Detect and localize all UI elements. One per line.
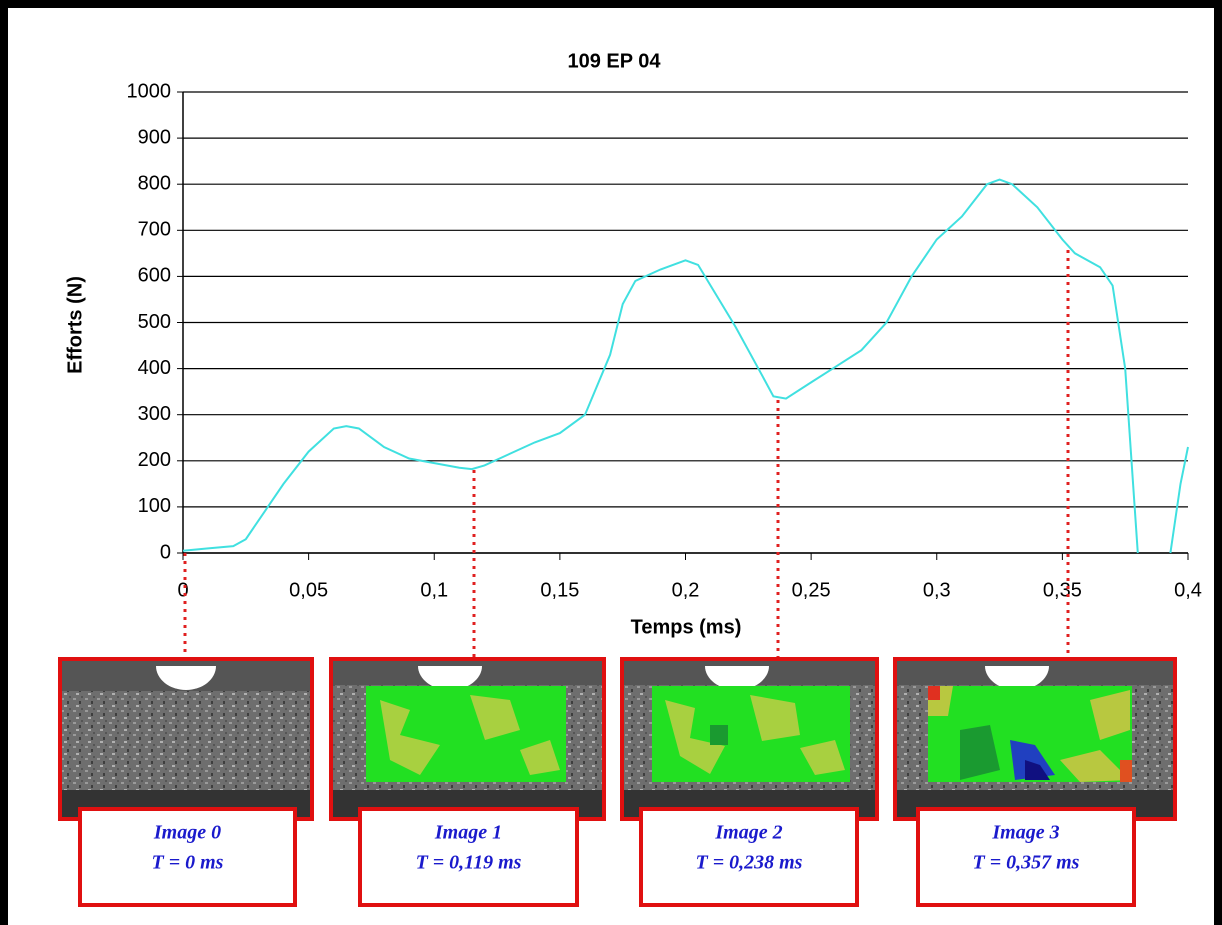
annotation-time: T = 0,357 ms: [973, 852, 1080, 874]
y-tick-label: 100: [138, 495, 171, 517]
x-tick-label: 0,1: [420, 579, 448, 601]
x-tick-label: 0,15: [540, 579, 579, 601]
annotation-time: T = 0 ms: [152, 852, 224, 874]
y-tick-label: 900: [138, 126, 171, 148]
annotation-box: [639, 807, 859, 907]
guide-lines: [183, 250, 1070, 660]
x-tick-label: 0,35: [1043, 579, 1082, 601]
annotations: Image 0 T = 0 ms Image 1 T = 0,119 ms Image …: [78, 807, 1136, 907]
y-axis-label: Efforts (N): [64, 276, 86, 374]
y-tick-label: 800: [138, 172, 171, 194]
x-tick-label: 0,05: [289, 579, 328, 601]
y-tick-label: 200: [138, 449, 171, 471]
x-axis-label: Temps (ms): [631, 616, 742, 638]
x-tick-label: 0,25: [792, 579, 831, 601]
y-tick-label: 500: [138, 311, 171, 333]
annotation-box: [78, 807, 297, 907]
annotation-image: Image 2: [714, 822, 782, 844]
y-tick-label: 1000: [127, 80, 172, 102]
annotation-image: Image 3: [991, 822, 1059, 844]
x-tick-label: 0,4: [1174, 579, 1202, 601]
annotation-box: [358, 807, 579, 907]
annotation-image: Image 1: [434, 822, 502, 844]
x-tick-label: 0: [177, 579, 188, 601]
plot-area: 0 100 200 300 400 500 600 700 800 900 1000 0 0,05 0,1…: [127, 80, 1202, 601]
x-tick-label: 0,2: [672, 579, 700, 601]
annotation-time: T = 0,238 ms: [696, 852, 803, 874]
x-tick-label: 0,3: [923, 579, 951, 601]
image-frames: [58, 657, 1177, 821]
annotation-box: [916, 807, 1136, 907]
data-line: [182, 178, 1189, 554]
y-tick-label: 300: [138, 403, 171, 425]
annotation-image: Image 0: [153, 822, 221, 844]
annotation-time: T = 0,119 ms: [416, 852, 522, 874]
chart-title: 109 EP 04: [567, 50, 661, 72]
y-tick-label: 700: [138, 219, 171, 241]
y-tick-label: 600: [138, 265, 171, 287]
y-tick-label: 400: [138, 357, 171, 379]
y-tick-label: 0: [160, 541, 171, 563]
